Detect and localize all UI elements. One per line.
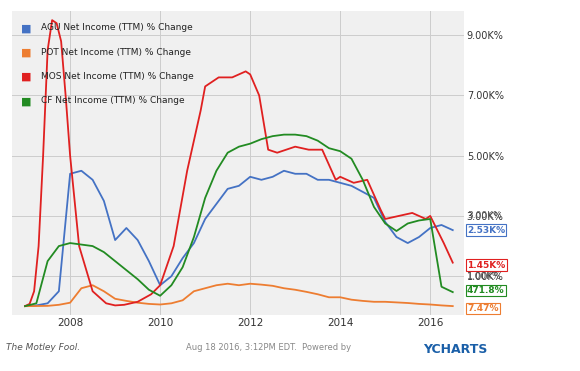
Text: ■: ■ [21, 47, 31, 58]
Text: YCHARTS: YCHARTS [423, 343, 488, 356]
Text: ■: ■ [21, 23, 31, 33]
Text: 1.00K%: 1.00K% [467, 272, 502, 281]
Text: ■: ■ [21, 72, 31, 82]
Text: AGU Net Income (TTM) % Change: AGU Net Income (TTM) % Change [41, 23, 193, 32]
Text: POT Net Income (TTM) % Change: POT Net Income (TTM) % Change [41, 47, 191, 57]
Text: The Motley Fool.: The Motley Fool. [6, 344, 80, 352]
Text: 7.47%: 7.47% [467, 304, 498, 313]
Text: 1.45K%: 1.45K% [467, 260, 505, 270]
Text: MOS Net Income (TTM) % Change: MOS Net Income (TTM) % Change [41, 72, 194, 81]
Text: 2.53K%: 2.53K% [467, 226, 505, 234]
Text: 471.8%: 471.8% [467, 286, 505, 295]
Text: 3.00K%: 3.00K% [467, 211, 502, 220]
Text: CF Net Income (TTM) % Change: CF Net Income (TTM) % Change [41, 96, 184, 105]
Text: Aug 18 2016, 3:12PM EDT.  Powered by: Aug 18 2016, 3:12PM EDT. Powered by [186, 344, 353, 352]
Text: ■: ■ [21, 96, 31, 106]
